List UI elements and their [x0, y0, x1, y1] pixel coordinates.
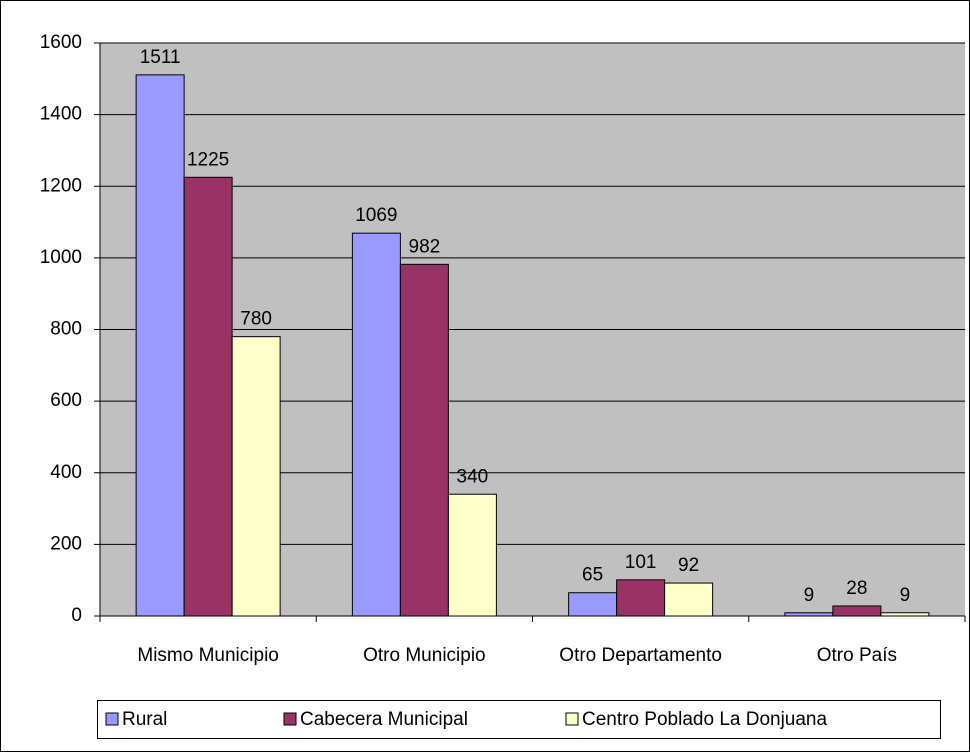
bar: [135, 74, 185, 617]
data-label: 9: [804, 585, 815, 606]
x-tick-label: Otro Municipio: [363, 645, 486, 666]
bar: [399, 263, 449, 617]
x-tick-label: Mismo Municipio: [137, 645, 278, 666]
y-tick-label: 800: [50, 319, 82, 340]
data-label: 340: [457, 466, 489, 487]
data-label: 780: [240, 309, 272, 330]
y-tick-label: 1600: [40, 32, 82, 53]
data-label: 28: [846, 578, 867, 599]
legend-swatch: [565, 712, 579, 726]
data-label: 1225: [187, 149, 229, 170]
bar: [351, 232, 401, 617]
bar: [447, 493, 497, 617]
legend-label: Cabecera Municipal: [300, 709, 468, 730]
data-label: 101: [625, 552, 657, 573]
bar: [880, 612, 930, 617]
legend-label: Rural: [122, 709, 167, 730]
data-label: 92: [678, 555, 699, 576]
y-tick-label: 1200: [40, 175, 82, 196]
y-tick-label: 600: [50, 390, 82, 411]
x-tick-label: Otro Departamento: [559, 645, 722, 666]
bar: [832, 605, 882, 617]
y-tick-label: 1400: [40, 104, 82, 125]
data-label: 9: [900, 585, 911, 606]
y-tick-label: 0: [71, 605, 82, 626]
legend-swatch: [105, 712, 119, 726]
y-tick-label: 400: [50, 462, 82, 483]
y-tick-label: 1000: [40, 247, 82, 268]
bar: [568, 592, 618, 617]
bar: [616, 579, 666, 617]
data-label: 1069: [355, 205, 397, 226]
bar: [183, 176, 233, 617]
data-label: 1511: [140, 47, 181, 68]
legend-swatch: [283, 712, 297, 726]
legend-label: Centro Poblado La Donjuana: [582, 709, 828, 730]
data-label: 982: [409, 236, 441, 257]
bar: [784, 612, 834, 617]
data-label: 65: [582, 565, 603, 586]
bar: [664, 582, 714, 617]
y-tick-label: 200: [50, 533, 82, 554]
x-tick-label: Otro País: [817, 645, 897, 666]
legend: [97, 700, 941, 739]
bar: [231, 336, 281, 617]
